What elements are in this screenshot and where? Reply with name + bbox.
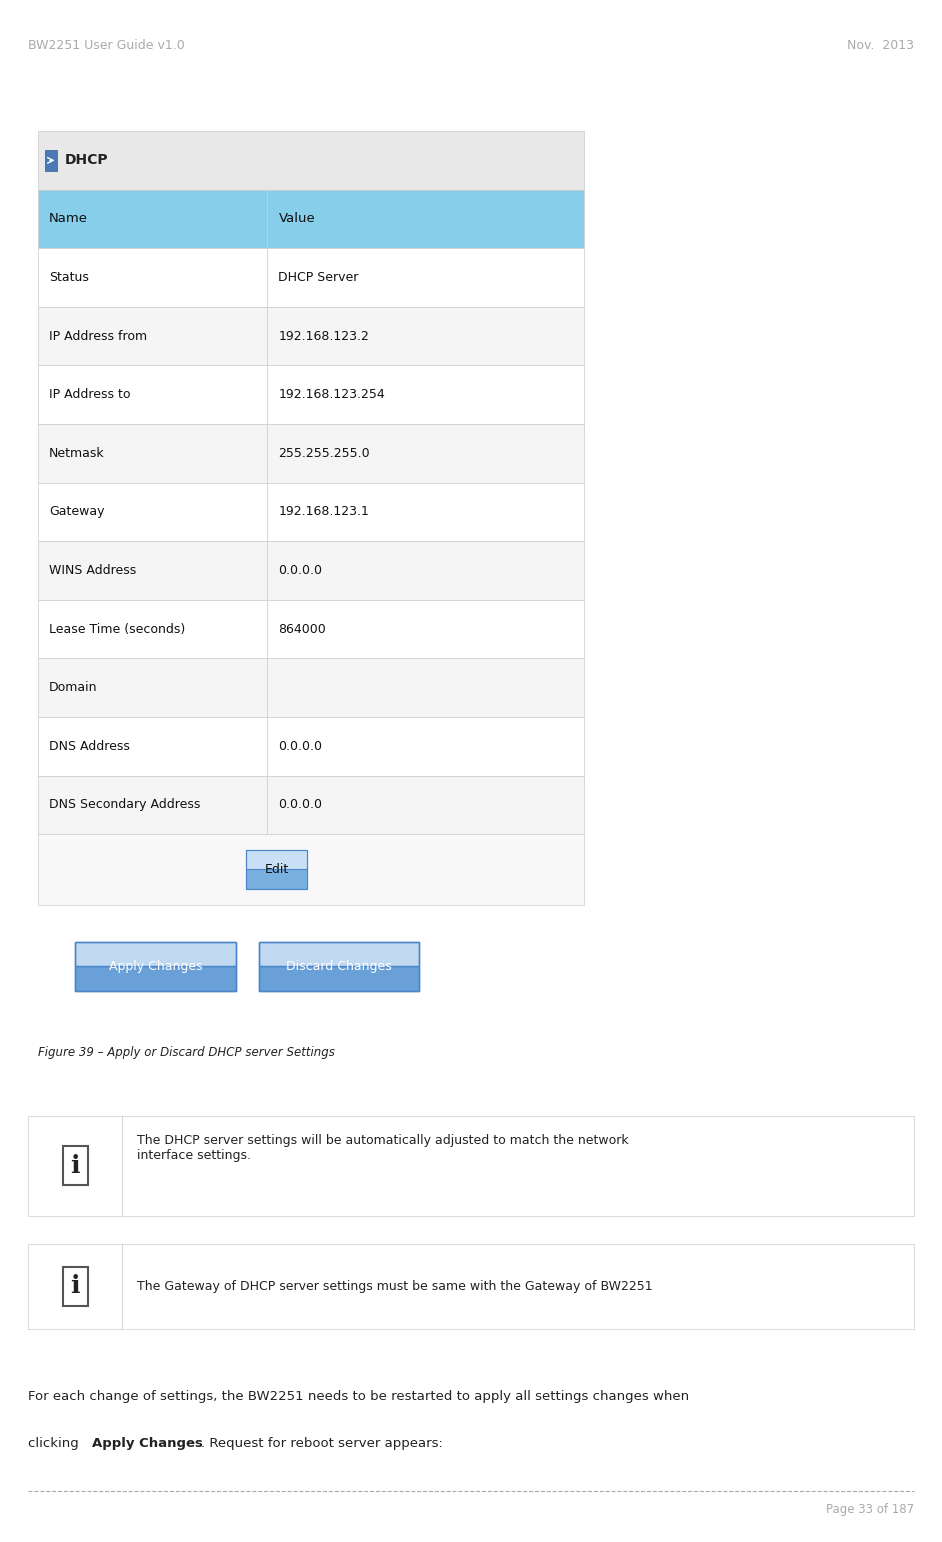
FancyBboxPatch shape — [268, 365, 584, 424]
Text: For each change of settings, the BW2251 needs to be restarted to apply all setti: For each change of settings, the BW2251 … — [28, 1391, 690, 1403]
Text: DNS Secondary Address: DNS Secondary Address — [49, 799, 201, 811]
FancyBboxPatch shape — [75, 967, 236, 992]
Text: 864000: 864000 — [279, 623, 326, 635]
Text: DHCP: DHCP — [65, 153, 108, 168]
Text: The Gateway of DHCP server settings must be same with the Gateway of BW2251: The Gateway of DHCP server settings must… — [137, 1280, 652, 1292]
FancyBboxPatch shape — [28, 1116, 122, 1217]
Text: Discard Changes: Discard Changes — [286, 959, 392, 973]
FancyBboxPatch shape — [28, 1244, 122, 1329]
FancyBboxPatch shape — [38, 190, 268, 248]
Text: DHCP Server: DHCP Server — [279, 271, 359, 284]
Text: 0.0.0.0: 0.0.0.0 — [279, 564, 322, 577]
FancyBboxPatch shape — [259, 967, 419, 992]
Text: i: i — [71, 1153, 80, 1178]
FancyBboxPatch shape — [38, 834, 584, 905]
FancyBboxPatch shape — [38, 483, 268, 541]
FancyBboxPatch shape — [268, 248, 584, 307]
Text: 192.168.123.2: 192.168.123.2 — [279, 330, 369, 342]
FancyBboxPatch shape — [268, 541, 584, 600]
FancyBboxPatch shape — [38, 658, 268, 717]
FancyBboxPatch shape — [38, 424, 268, 483]
Text: 192.168.123.254: 192.168.123.254 — [279, 389, 385, 401]
FancyBboxPatch shape — [122, 1244, 914, 1329]
Text: Domain: Domain — [49, 682, 97, 694]
FancyBboxPatch shape — [268, 717, 584, 776]
Text: The DHCP server settings will be automatically adjusted to match the network
int: The DHCP server settings will be automat… — [137, 1135, 628, 1163]
Text: BW2251 User Guide v1.0: BW2251 User Guide v1.0 — [28, 39, 185, 51]
FancyBboxPatch shape — [38, 717, 268, 776]
Text: i: i — [71, 1274, 80, 1298]
FancyBboxPatch shape — [45, 150, 57, 171]
Text: 0.0.0.0: 0.0.0.0 — [279, 740, 322, 752]
FancyBboxPatch shape — [246, 850, 307, 870]
Text: 0.0.0.0: 0.0.0.0 — [279, 799, 322, 811]
Text: Edit: Edit — [265, 864, 288, 876]
Text: Page 33 of 187: Page 33 of 187 — [825, 1503, 914, 1516]
FancyBboxPatch shape — [38, 776, 268, 834]
Text: 192.168.123.1: 192.168.123.1 — [279, 506, 369, 518]
Text: Figure 39 – Apply or Discard DHCP server Settings: Figure 39 – Apply or Discard DHCP server… — [38, 1047, 334, 1059]
FancyBboxPatch shape — [268, 600, 584, 658]
FancyBboxPatch shape — [259, 942, 419, 967]
FancyBboxPatch shape — [38, 131, 584, 190]
Text: WINS Address: WINS Address — [49, 564, 137, 577]
Text: Gateway: Gateway — [49, 506, 105, 518]
Text: clicking: clicking — [28, 1437, 83, 1449]
Text: Name: Name — [49, 213, 88, 225]
FancyBboxPatch shape — [38, 600, 268, 658]
Text: Status: Status — [49, 271, 89, 284]
FancyBboxPatch shape — [38, 248, 268, 307]
FancyBboxPatch shape — [268, 307, 584, 365]
Text: Apply Changes: Apply Changes — [108, 959, 203, 973]
Text: IP Address from: IP Address from — [49, 330, 147, 342]
Text: Value: Value — [279, 213, 316, 225]
FancyBboxPatch shape — [122, 1116, 914, 1217]
FancyBboxPatch shape — [268, 190, 584, 248]
Text: Netmask: Netmask — [49, 447, 105, 460]
FancyBboxPatch shape — [268, 424, 584, 483]
Text: 255.255.255.0: 255.255.255.0 — [279, 447, 370, 460]
FancyBboxPatch shape — [75, 942, 236, 967]
Text: DNS Address: DNS Address — [49, 740, 130, 752]
Text: Nov.  2013: Nov. 2013 — [847, 39, 914, 51]
Text: . Request for reboot server appears:: . Request for reboot server appears: — [201, 1437, 443, 1449]
FancyBboxPatch shape — [246, 870, 307, 888]
FancyBboxPatch shape — [268, 483, 584, 541]
Text: IP Address to: IP Address to — [49, 389, 131, 401]
FancyBboxPatch shape — [38, 365, 268, 424]
FancyBboxPatch shape — [268, 658, 584, 717]
Text: Apply Changes: Apply Changes — [92, 1437, 203, 1449]
FancyBboxPatch shape — [268, 776, 584, 834]
FancyBboxPatch shape — [38, 307, 268, 365]
Text: Lease Time (seconds): Lease Time (seconds) — [49, 623, 186, 635]
FancyBboxPatch shape — [38, 541, 268, 600]
